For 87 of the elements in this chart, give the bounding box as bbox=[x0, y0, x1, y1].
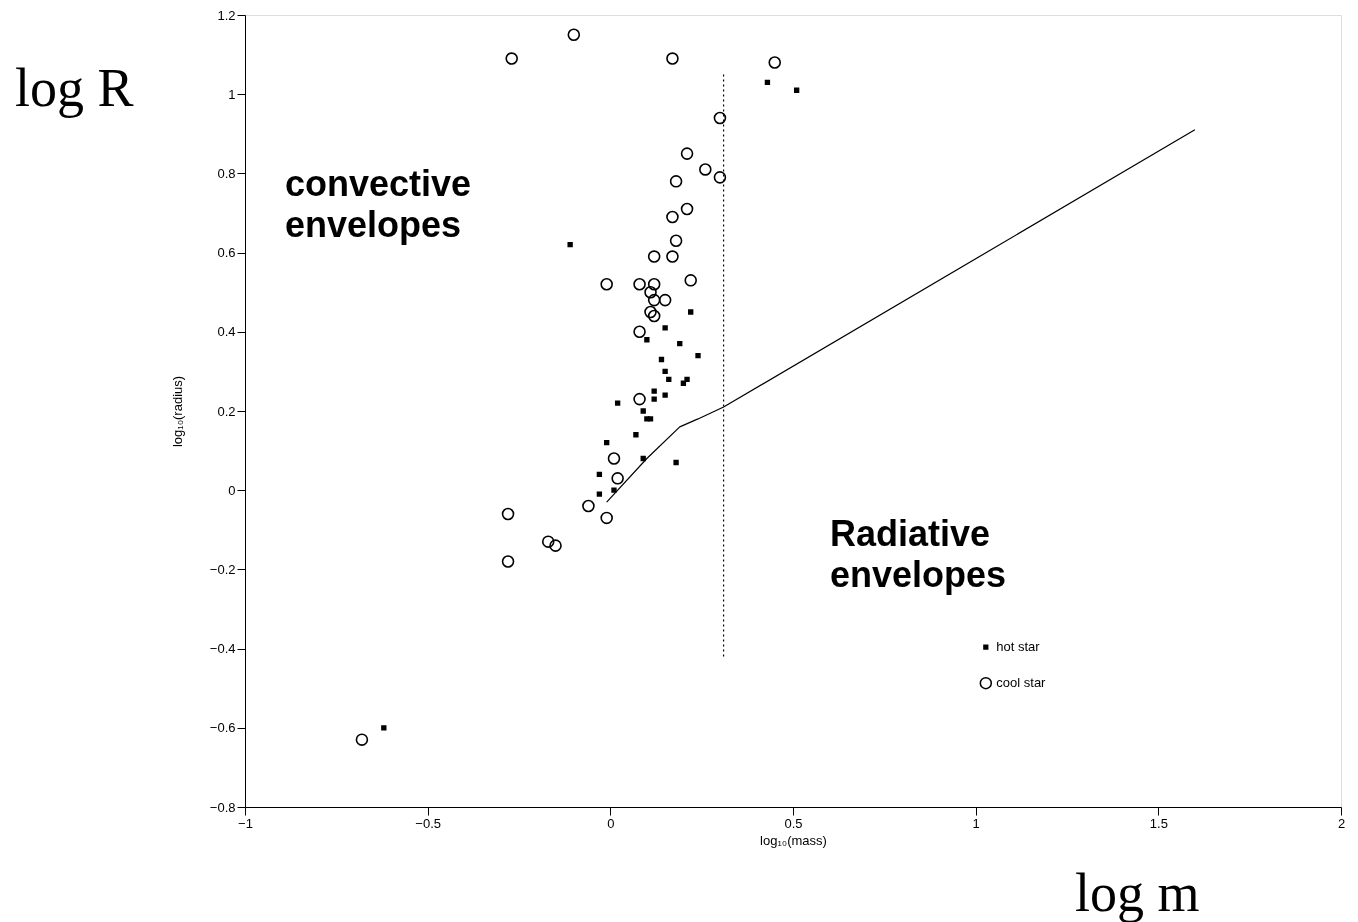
point bbox=[662, 392, 668, 398]
point bbox=[680, 380, 687, 386]
x-tick-label: 2 bbox=[1337, 815, 1346, 831]
point bbox=[647, 416, 654, 422]
x-tick-label: 0 bbox=[607, 815, 615, 831]
y-tick-label: 0.8 bbox=[217, 165, 236, 181]
x-tick-label: −0.5 bbox=[415, 815, 441, 831]
point bbox=[666, 250, 679, 263]
point bbox=[688, 309, 694, 315]
point bbox=[647, 250, 661, 263]
point bbox=[669, 234, 683, 247]
y-tick-label: 0.4 bbox=[217, 324, 236, 340]
point bbox=[680, 202, 694, 216]
point bbox=[666, 52, 679, 65]
point bbox=[651, 388, 657, 394]
point bbox=[644, 337, 650, 343]
legend-label: cool star bbox=[996, 675, 1047, 691]
point bbox=[666, 376, 672, 382]
point bbox=[647, 309, 661, 323]
y-tick-label: −0.4 bbox=[209, 641, 236, 657]
x-axis-title: log₁₀(mass) bbox=[760, 832, 827, 848]
point bbox=[793, 87, 800, 93]
point bbox=[644, 305, 657, 319]
point bbox=[680, 147, 694, 160]
annotation: convective envelopes bbox=[285, 163, 472, 246]
point bbox=[604, 440, 610, 446]
point bbox=[381, 725, 387, 731]
x-tick-label: 0.5 bbox=[784, 815, 803, 831]
point bbox=[768, 56, 782, 69]
y-tick-label: 1 bbox=[228, 86, 236, 102]
point bbox=[549, 539, 562, 552]
y-tick-label: −0.8 bbox=[209, 799, 236, 815]
point bbox=[699, 163, 712, 176]
y-tick-label: 1.2 bbox=[217, 7, 236, 23]
point bbox=[666, 210, 679, 224]
point bbox=[633, 392, 646, 406]
point bbox=[501, 555, 515, 568]
point bbox=[501, 507, 515, 521]
point bbox=[596, 471, 603, 478]
point bbox=[607, 452, 621, 465]
annotation: Radiative envelopes bbox=[830, 513, 1007, 596]
y-axis-title: log₁₀(radius) bbox=[169, 375, 185, 448]
point bbox=[644, 285, 657, 299]
point bbox=[658, 293, 672, 307]
point bbox=[764, 79, 771, 85]
point bbox=[355, 733, 369, 746]
point bbox=[673, 459, 679, 466]
point bbox=[662, 368, 668, 375]
x-tick-label: −1 bbox=[238, 815, 253, 831]
point bbox=[684, 376, 690, 382]
point bbox=[640, 408, 646, 414]
point bbox=[611, 472, 624, 485]
point bbox=[677, 341, 683, 347]
point bbox=[611, 487, 617, 493]
y-tick-label: −0.6 bbox=[209, 720, 236, 736]
point bbox=[596, 491, 603, 497]
x-tick-label: 1.5 bbox=[1149, 815, 1168, 831]
point bbox=[669, 175, 683, 188]
point bbox=[633, 278, 646, 291]
point bbox=[713, 171, 727, 184]
point bbox=[662, 325, 668, 331]
point bbox=[647, 278, 661, 291]
y-tick-label: 0.2 bbox=[217, 403, 236, 419]
point bbox=[567, 28, 581, 42]
point bbox=[600, 278, 613, 291]
point bbox=[600, 511, 613, 525]
legend-label: hot star bbox=[996, 639, 1041, 655]
point bbox=[541, 535, 555, 548]
y-tick-label: 0 bbox=[228, 482, 236, 498]
point bbox=[582, 499, 595, 513]
point bbox=[658, 356, 665, 363]
y-tick-label: −0.2 bbox=[209, 561, 236, 577]
point bbox=[633, 432, 639, 438]
x-tick-label: 1 bbox=[972, 815, 980, 831]
text: log R bbox=[15, 58, 134, 118]
point bbox=[647, 293, 661, 307]
point bbox=[505, 52, 518, 65]
point bbox=[633, 325, 646, 339]
text: log m bbox=[1075, 863, 1200, 922]
y-tick-label: 0.6 bbox=[217, 245, 236, 261]
point bbox=[651, 396, 657, 402]
point bbox=[567, 242, 573, 248]
point bbox=[644, 416, 650, 422]
point bbox=[684, 274, 697, 287]
point bbox=[713, 111, 727, 125]
point bbox=[614, 400, 621, 406]
point bbox=[695, 352, 701, 359]
